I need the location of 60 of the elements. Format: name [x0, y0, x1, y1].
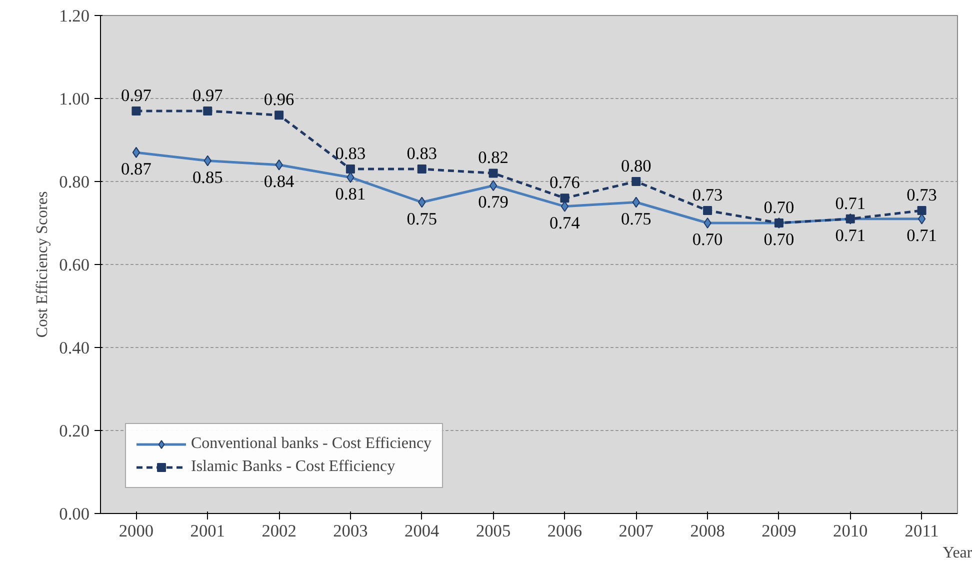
- y-tick-label: 0.20: [59, 422, 90, 440]
- data-label: 0.71: [835, 226, 866, 245]
- data-label: 0.70: [764, 198, 794, 217]
- data-label: 0.84: [264, 172, 295, 191]
- y-tick-label: 0.80: [59, 172, 90, 192]
- data-label: 0.83: [335, 144, 366, 164]
- point: [132, 106, 141, 116]
- data-label: 0.71: [835, 194, 866, 213]
- point: [203, 106, 212, 116]
- x-tick-label: 2011: [904, 522, 939, 540]
- point: [704, 218, 712, 228]
- legend-label: Islamic Banks - Cost Efficiency: [191, 458, 396, 476]
- y-axis-title: Cost Efficiency Scores: [34, 191, 52, 338]
- x-tick-label: 2005: [476, 522, 511, 540]
- data-label: 0.76: [550, 173, 580, 192]
- data-label: 0.97: [192, 86, 224, 105]
- x-tick-label: 2010: [833, 522, 868, 540]
- data-label: 0.70: [764, 230, 794, 249]
- data-label: 0.87: [121, 159, 152, 178]
- x-tick-label: 2006: [547, 522, 582, 540]
- y-tick-label: 1.20: [59, 6, 90, 26]
- data-label: 0.79: [478, 192, 508, 212]
- y-tick-label: 0.00: [59, 504, 90, 524]
- point: [488, 168, 498, 178]
- data-label: 0.75: [406, 209, 438, 228]
- data-label: 0.71: [906, 226, 937, 245]
- point: [132, 146, 140, 158]
- data-label: 0.81: [335, 184, 366, 204]
- point: [703, 206, 712, 216]
- data-label: 0.74: [550, 213, 580, 232]
- point: [489, 180, 498, 192]
- x-tick-label: 2000: [118, 522, 154, 540]
- point: [917, 206, 926, 216]
- x-tick-label: 2002: [262, 522, 296, 540]
- x-tick-label: 2004: [404, 522, 440, 540]
- data-label: 0.97: [121, 86, 152, 105]
- y-tick-label: 0.40: [59, 338, 90, 358]
- point: [274, 110, 284, 120]
- data-label: 0.70: [692, 230, 723, 249]
- legend-label: Conventional banks - Cost Efficiency: [191, 435, 432, 453]
- x-axis-title: Year: [942, 544, 972, 562]
- data-label: 0.85: [192, 168, 223, 187]
- data-label: 0.83: [406, 144, 438, 164]
- point: [632, 177, 641, 186]
- x-tick-label: 2008: [690, 522, 725, 540]
- data-label: 0.82: [478, 148, 508, 168]
- x-tick-label: 2003: [333, 522, 368, 540]
- y-tick-label: 0.60: [59, 256, 90, 274]
- point: [346, 164, 355, 174]
- data-label: 0.96: [264, 90, 295, 110]
- y-tick-label: 1.00: [59, 90, 90, 108]
- x-tick-label: 2009: [762, 522, 796, 540]
- data-label: 0.73: [906, 186, 937, 205]
- point: [560, 194, 570, 203]
- x-tick-label: 2007: [618, 522, 654, 540]
- x-tick-label: 2001: [190, 522, 225, 540]
- data-label: 0.80: [620, 156, 652, 176]
- data-label: 0.73: [692, 186, 723, 205]
- point: [417, 164, 426, 174]
- data-label: 0.75: [620, 209, 652, 228]
